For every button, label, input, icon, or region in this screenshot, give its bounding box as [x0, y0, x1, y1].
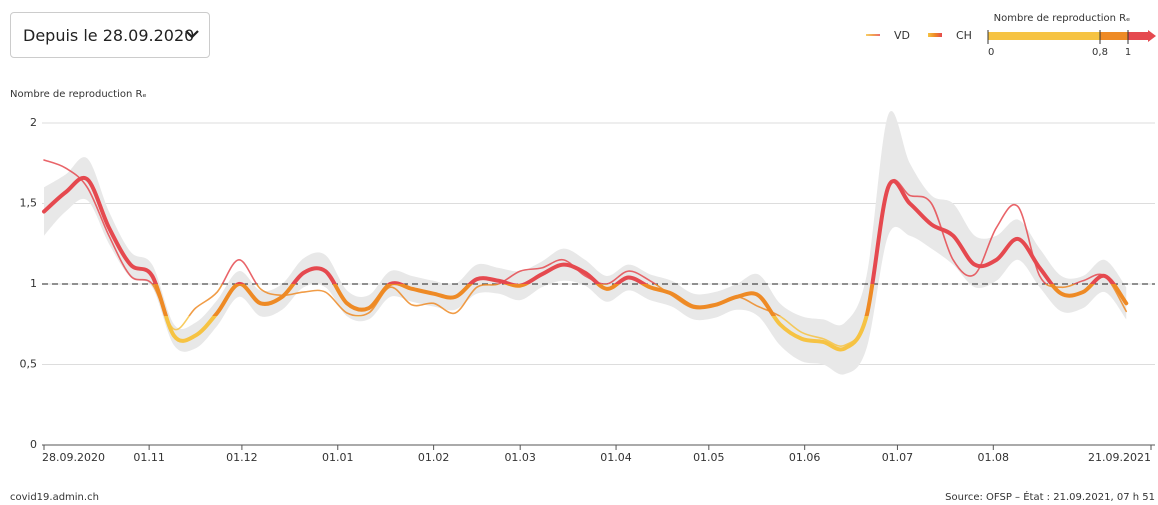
x-tick-label: 01.12 [226, 451, 258, 464]
color-scale-segment [1128, 32, 1148, 40]
series-line [42, 175, 1129, 352]
y-tick-label: 1,5 [20, 197, 38, 210]
date-dropdown[interactable]: Depuis le 28.09.2020 [10, 12, 210, 58]
x-tick-label: 01.11 [133, 451, 165, 464]
legend-swatch [866, 34, 880, 36]
legend-swatch [928, 33, 942, 37]
footer-right: Source: OFSP – État : 21.09.2021, 07 h 5… [945, 490, 1155, 503]
color-scale-label: 1 [1125, 47, 1131, 58]
x-tick-label: 01.04 [600, 451, 632, 464]
dropdown-label: Depuis le 28.09.2020 [23, 25, 195, 45]
x-tick-label: 01.01 [322, 451, 354, 464]
x-tick-label: 01.03 [504, 451, 536, 464]
y-tick-label: 0 [30, 438, 37, 451]
legend-label: VD [894, 29, 910, 42]
x-tick-label: 01.08 [978, 451, 1010, 464]
x-tick-label: 28.09.2020 [42, 451, 105, 464]
x-tick-label: 01.02 [418, 451, 450, 464]
y-axis-label: Nombre de reproduction Rₑ [10, 89, 147, 100]
y-tick-label: 0,5 [20, 358, 38, 371]
color-scale-label: 0 [988, 47, 994, 58]
color-scale-segment [1100, 32, 1128, 40]
color-scale-title: Nombre de reproduction Rₑ [994, 13, 1131, 24]
x-tick-label: 01.05 [693, 451, 725, 464]
color-scale-label: 0,8 [1092, 47, 1108, 58]
color-scale-arrow [1148, 30, 1156, 42]
footer-left: covid19.admin.ch [10, 492, 99, 503]
chevron-icon [185, 30, 199, 39]
y-tick-label: 2 [30, 116, 37, 129]
color-scale-segment [988, 32, 1100, 40]
y-tick-label: 1 [30, 277, 37, 290]
legend-label: CH [956, 29, 972, 42]
confidence-band [44, 111, 1127, 375]
x-tick-label: 01.06 [789, 451, 821, 464]
x-tick-label: 01.07 [882, 451, 914, 464]
x-tick-label: 21.09.2021 [1088, 451, 1151, 464]
